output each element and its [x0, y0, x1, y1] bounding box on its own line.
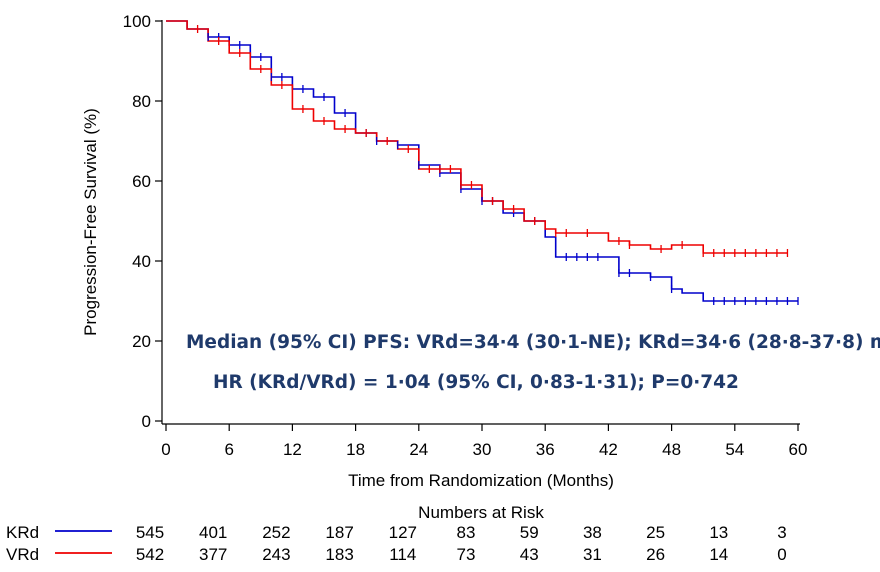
risk-value: 73: [457, 545, 476, 564]
y-tick-label: 80: [132, 92, 151, 111]
risk-value: 183: [325, 545, 353, 564]
axes: 0 6 12 18 24 30 36 42 48 54 60 0 20 40 60 80 100: [123, 12, 808, 459]
risk-row-name: VRd: [6, 545, 39, 564]
x-ticks: 0 6 12 18 24 30 36 42 48 54 60: [161, 424, 807, 459]
risk-value: 187: [325, 523, 353, 542]
x-tick-label: 42: [599, 440, 618, 459]
x-tick-label: 24: [409, 440, 428, 459]
risk-value: 252: [262, 523, 290, 542]
risk-value: 545: [136, 523, 164, 542]
risk-value: 26: [646, 545, 665, 564]
risk-value: 38: [583, 523, 602, 542]
y-tick-label: 60: [132, 172, 151, 191]
y-axis-label: Progression-Free Survival (%): [81, 108, 100, 336]
risk-value: 25: [646, 523, 665, 542]
x-tick-label: 60: [789, 440, 808, 459]
risk-value: 127: [389, 523, 417, 542]
risk-value: 243: [262, 545, 290, 564]
risk-value: 542: [136, 545, 164, 564]
x-axis-label: Time from Randomization (Months): [348, 471, 614, 490]
x-tick-label: 30: [473, 440, 492, 459]
x-tick-label: 54: [725, 440, 744, 459]
risk-table: KRd 545 401 252 187 127 83 59 38 25 13 3 VRd 542 377 24…: [6, 523, 787, 564]
risk-value: 31: [583, 545, 602, 564]
y-tick-label: 100: [123, 12, 151, 31]
y-tick-label: 40: [132, 252, 151, 271]
risk-value: 114: [389, 545, 416, 564]
x-tick-label: 36: [536, 440, 555, 459]
y-tick-label: 20: [132, 332, 151, 351]
risk-table-title: Numbers at Risk: [418, 503, 544, 522]
median-annotation: Median (95% CI) PFS: VRd=34·4 (30·1-NE);…: [186, 332, 880, 353]
risk-value: 377: [199, 545, 227, 564]
x-tick-label: 12: [283, 440, 302, 459]
hr-annotation: HR (KRd/VRd) = 1·04 (95% CI, 0·83-1·31);…: [213, 372, 739, 393]
curve-vrd: [166, 20, 788, 254]
risk-value: 3: [777, 523, 786, 542]
risk-value: 401: [199, 523, 227, 542]
y-ticks: 0 20 40 60 80 100: [123, 12, 162, 431]
risk-value: 0: [777, 545, 786, 564]
x-tick-label: 6: [224, 440, 233, 459]
risk-row-name: KRd: [6, 523, 39, 542]
y-tick-label: 0: [142, 412, 151, 431]
risk-value: 13: [709, 523, 728, 542]
censor-marks: [196, 25, 799, 305]
risk-value: 59: [520, 523, 539, 542]
risk-value: 83: [457, 523, 476, 542]
x-tick-label: 18: [346, 440, 365, 459]
survival-curves: [166, 20, 798, 302]
x-tick-label: 48: [662, 440, 681, 459]
x-tick-label: 0: [161, 440, 170, 459]
risk-value: 43: [520, 545, 539, 564]
curve-krd: [166, 20, 798, 302]
risk-value: 14: [709, 545, 728, 564]
